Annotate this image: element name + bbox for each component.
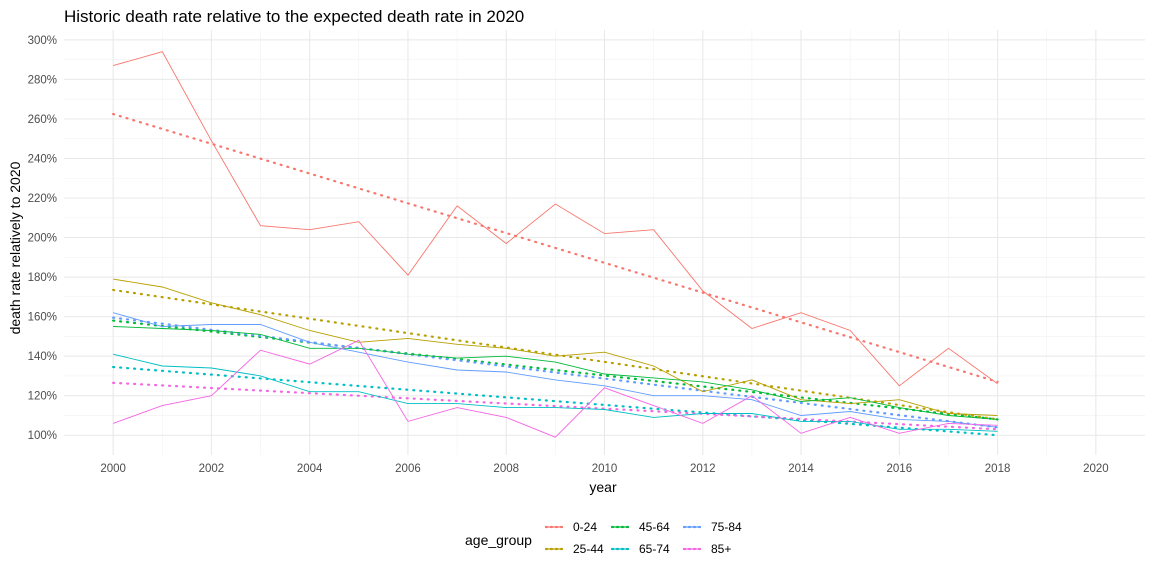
x-tick-label: 2006 <box>395 463 421 475</box>
trend-line-25-44 <box>112 288 999 421</box>
x-tick-label: 2016 <box>887 463 913 475</box>
series-line-25-44 <box>113 278 998 416</box>
y-tick-label: 120% <box>28 391 57 403</box>
x-tick-label: 2012 <box>690 463 716 475</box>
x-tick-label: 2004 <box>297 463 323 475</box>
legend-label-25-44: 25-44 <box>573 542 604 556</box>
trend-line-45-64 <box>112 319 999 421</box>
legend: age_group 0-24 25-44 45-64 65-74 75-84 85+ <box>465 520 742 556</box>
legend-label-65-74: 65-74 <box>639 542 670 556</box>
x-tick-label: 2014 <box>788 463 814 475</box>
y-tick-label: 220% <box>28 193 57 205</box>
x-tick-label: 2018 <box>985 463 1011 475</box>
x-tick-label: 2000 <box>100 463 126 475</box>
x-tick-label: 2002 <box>199 463 225 475</box>
trend-line-85+ <box>112 381 999 431</box>
y-tick-label: 100% <box>28 430 57 442</box>
legend-title: age_group <box>465 532 532 548</box>
y-tick-label: 180% <box>28 272 57 284</box>
y-tick-label: 200% <box>28 233 57 245</box>
y-tick-label: 300% <box>28 35 57 47</box>
series-lines <box>112 51 998 438</box>
y-tick-label: 260% <box>28 114 57 126</box>
series-line-85+ <box>112 339 998 438</box>
x-tick-label: 2010 <box>592 463 618 475</box>
y-tick-label: 280% <box>28 74 57 86</box>
trend-lines <box>112 112 999 437</box>
chart-title: Historic death rate relative to the expe… <box>64 7 524 26</box>
series-line-45-64 <box>113 326 998 420</box>
legend-label-85+: 85+ <box>711 542 731 556</box>
y-tick-labels: 100% 120% 140% 160% 180% 200% 220% 240% 260% 280%… <box>28 35 57 442</box>
series-line-65-74 <box>112 353 998 432</box>
x-tick-label: 2020 <box>1083 463 1109 475</box>
trend-line-65-74 <box>112 365 999 437</box>
grid <box>64 30 1145 455</box>
series-line-0-24 <box>112 51 998 387</box>
legend-label-45-64: 45-64 <box>639 520 670 534</box>
legend-label-0-24: 0-24 <box>573 520 597 534</box>
x-axis-title: year <box>589 479 617 495</box>
y-tick-label: 160% <box>28 312 57 324</box>
x-tick-labels: 2000 2002 2004 2006 2008 2010 2012 2014 2016 2018… <box>100 463 1108 475</box>
series-line-75-84 <box>112 312 998 428</box>
trend-line-75-84 <box>112 316 999 429</box>
x-tick-label: 2008 <box>493 463 519 475</box>
y-tick-label: 240% <box>28 153 57 165</box>
trend-line-0-24 <box>112 112 999 383</box>
y-tick-label: 140% <box>28 351 57 363</box>
y-axis-title: death rate relatively to 2020 <box>7 161 23 334</box>
legend-label-75-84: 75-84 <box>711 520 742 534</box>
